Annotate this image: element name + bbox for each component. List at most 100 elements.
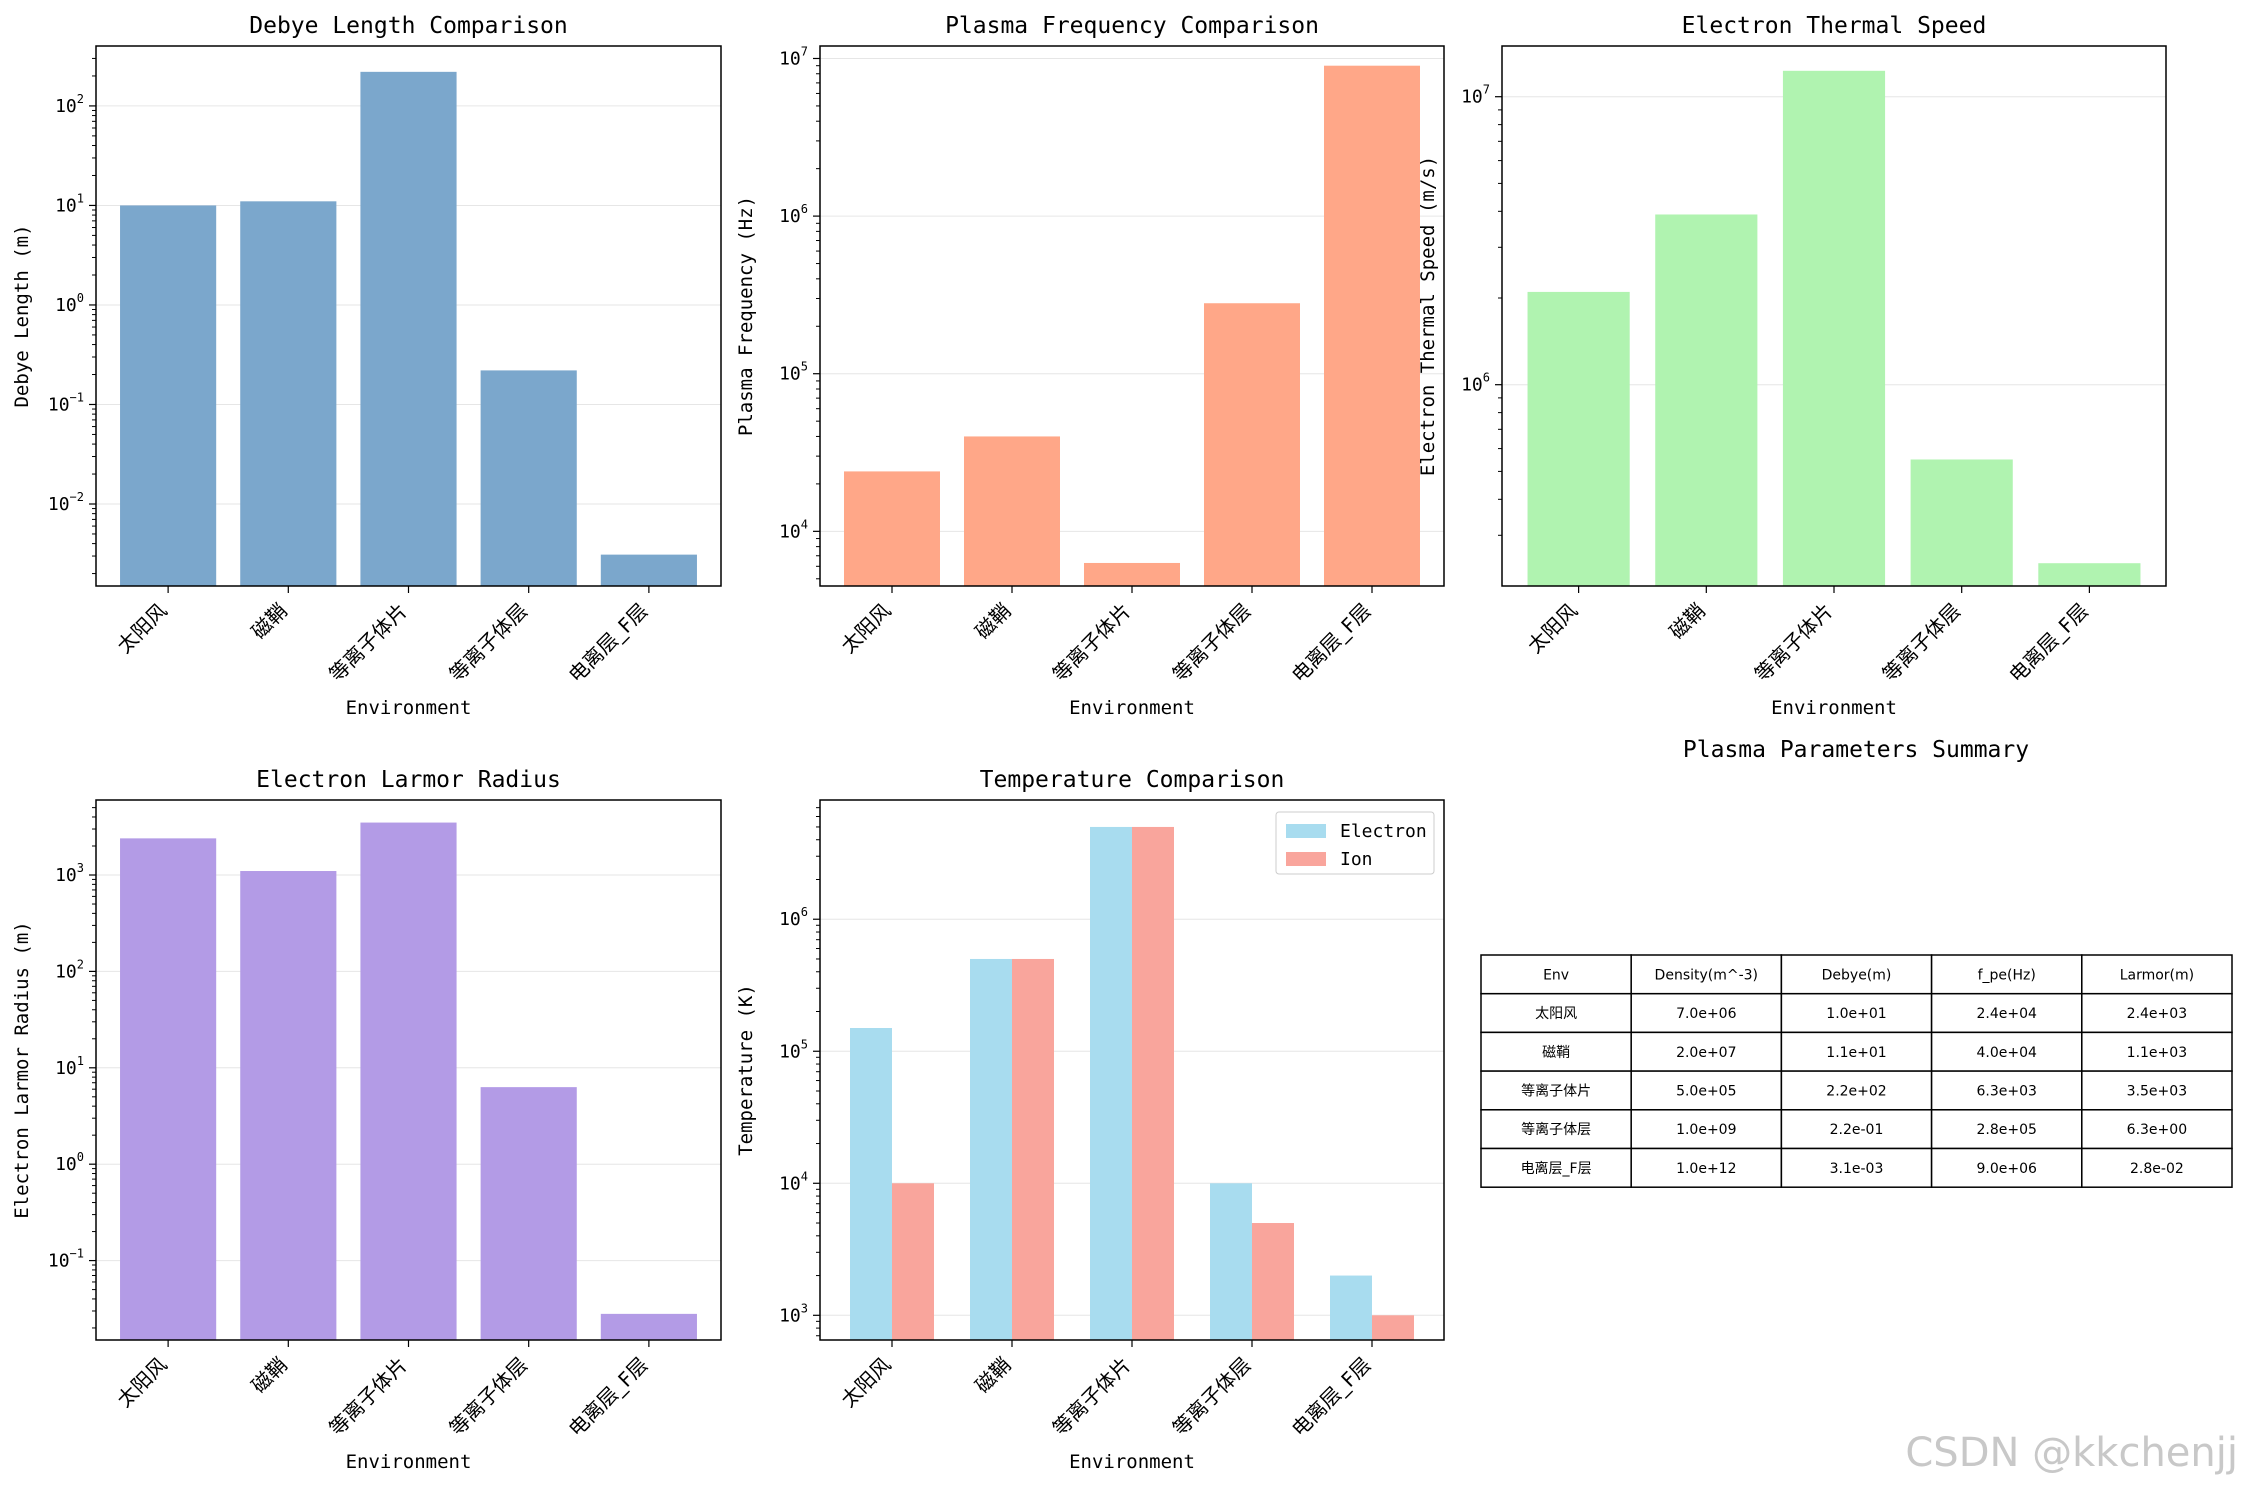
table-header-text: f_pe(Hz) <box>1978 967 2036 983</box>
y-tick-base: 10 <box>779 521 801 542</box>
bar-3 <box>360 71 457 586</box>
y-tick-base: 10 <box>48 1251 70 1272</box>
table-cell <box>1480 1031 1632 1072</box>
y-tick-label-3: 101 <box>55 1054 84 1079</box>
chart-title: Temperature Comparison <box>980 767 1285 793</box>
y-tick-base: 10 <box>779 1041 801 1062</box>
bar-2 <box>240 201 337 586</box>
x-axis-label: Environment <box>1069 697 1195 719</box>
legend-swatch-electron <box>1286 824 1326 838</box>
table-cell <box>1480 1147 1632 1188</box>
y-tick-base: 10 <box>55 1154 77 1175</box>
chart-title: Electron Thermal Speed <box>1682 13 1987 39</box>
table-cell-text: 太阳风 <box>1535 1006 1577 1022</box>
table-header-cell <box>2081 954 2233 995</box>
y-tick-base: 10 <box>779 909 801 930</box>
y-tick-exponent: 7 <box>1483 83 1490 97</box>
table-header-text: Debye(m) <box>1822 967 1892 983</box>
table-header-cell <box>1630 954 1783 995</box>
bar-4 <box>480 1087 577 1340</box>
table-cell <box>2081 1109 2233 1150</box>
y-tick-label-2: 105 <box>779 1037 808 1062</box>
bar-5 <box>600 1313 697 1340</box>
y-tick-base: 10 <box>55 96 77 117</box>
bar-ion-5 <box>1372 1315 1414 1340</box>
bar-1 <box>120 205 217 586</box>
y-axis-label: Debye Length (m) <box>11 224 33 407</box>
y-tick-exponent: 2 <box>77 957 84 971</box>
table-header-cell <box>1930 954 2083 995</box>
y-axis-label: Electron Larmor Radius (m) <box>11 921 33 1218</box>
table-cell-text: 7.0e+06 <box>1676 1006 1737 1022</box>
bar-electron-1 <box>850 1028 892 1340</box>
table-header-text: Env <box>1543 967 1569 983</box>
summary-table: Plasma Parameters Summary Env Density(m^-3… <box>1480 737 2233 1188</box>
bar-1 <box>1527 291 1630 586</box>
chart-title: Electron Larmor Radius <box>256 767 561 793</box>
table-cell-text: 电离层_F层 <box>1521 1160 1592 1177</box>
legend-label-electron: Electron <box>1340 821 1427 842</box>
table-title: Plasma Parameters Summary <box>1683 737 2029 763</box>
bar-ion-3 <box>1132 826 1174 1340</box>
chart-title: Debye Length Comparison <box>249 13 568 39</box>
table-header-cell <box>1780 954 1933 995</box>
y-tick-label-2: 106 <box>1461 371 1490 396</box>
y-tick-exponent: 6 <box>801 202 808 216</box>
y-tick-base: 10 <box>55 295 77 316</box>
table-header-text: Larmor(m) <box>2120 967 2194 983</box>
y-tick-base: 10 <box>779 48 801 69</box>
y-tick-label-3: 100 <box>55 291 84 316</box>
table-cell-text: 2.4e+04 <box>1976 1006 2037 1022</box>
table-cell-text: 等离子体片 <box>1521 1082 1591 1099</box>
y-tick-label-1: 102 <box>55 92 84 117</box>
y-tick-exponent: 2 <box>77 92 84 106</box>
bar-3 <box>1084 562 1180 586</box>
bar-4 <box>1910 459 2013 586</box>
table-cell-text: 1.0e+01 <box>1826 1006 1886 1022</box>
y-tick-base: 10 <box>779 1305 801 1326</box>
y-tick-base: 10 <box>48 494 70 515</box>
table-cell <box>2081 992 2233 1034</box>
bar-2 <box>240 871 337 1340</box>
bar-3 <box>1782 70 1886 586</box>
y-tick-label-1: 107 <box>1461 83 1490 108</box>
y-tick-base: 10 <box>55 961 77 982</box>
y-tick-exponent: 1 <box>77 191 84 205</box>
bar-electron-5 <box>1330 1275 1372 1340</box>
y-tick-label-3: 105 <box>779 360 808 385</box>
bar-5 <box>2038 563 2141 586</box>
bar-2 <box>964 436 1060 586</box>
table-cell-text: 2.2e+02 <box>1826 1083 1886 1099</box>
y-tick-exponent: 7 <box>801 44 808 58</box>
y-tick-exponent: 3 <box>801 1301 808 1315</box>
table-cell <box>1630 1147 1783 1188</box>
table-cell-text: 1.0e+12 <box>1676 1161 1736 1177</box>
y-tick-base: 10 <box>779 364 801 385</box>
table-cell-text: 9.0e+06 <box>1976 1161 2037 1177</box>
bar-electron-2 <box>970 958 1012 1340</box>
y-tick-label-2: 101 <box>55 191 84 216</box>
bar-3 <box>360 822 457 1340</box>
legend-swatch-ion <box>1286 852 1326 866</box>
table-cell <box>1780 1109 1933 1150</box>
table-cell <box>2081 1031 2233 1072</box>
y-tick-base: 10 <box>779 1173 801 1194</box>
table-cell-text: 6.3e+03 <box>1976 1083 2036 1099</box>
bar-5 <box>1324 65 1420 586</box>
y-tick-exponent: 1 <box>77 1054 84 1068</box>
table-cell <box>1780 1070 1933 1111</box>
table-cell-text: 1.0e+09 <box>1676 1122 1736 1138</box>
chart-title: Plasma Frequency Comparison <box>945 13 1319 39</box>
y-tick-exponent: 4 <box>801 517 808 531</box>
y-tick-exponent: 3 <box>77 861 84 875</box>
bar-ion-4 <box>1252 1223 1294 1340</box>
y-tick-exponent: 5 <box>801 1037 808 1051</box>
x-axis-label: Environment <box>346 697 472 719</box>
y-tick-exponent: 5 <box>801 360 808 374</box>
table-cell <box>1930 992 2083 1034</box>
x-axis-label: Environment <box>1771 697 1897 719</box>
y-tick-base: 10 <box>1461 87 1483 108</box>
